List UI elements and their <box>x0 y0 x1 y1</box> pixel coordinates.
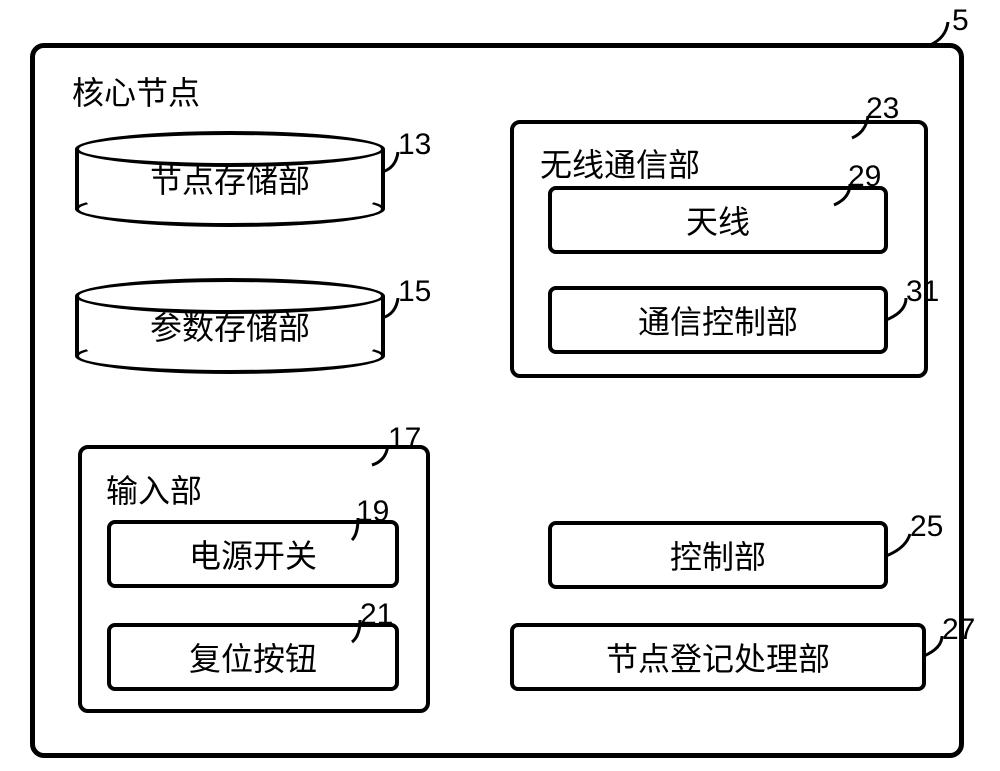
cylinder-node-storage-top <box>75 131 385 167</box>
ref-num-19: 19 <box>356 495 389 529</box>
ref-num-23: 23 <box>866 92 899 126</box>
rect-comm-ctrl: 通信控制部 <box>548 286 888 354</box>
ref-num-15: 15 <box>398 275 431 309</box>
rect-reset-button-label: 复位按钮 <box>189 634 317 680</box>
ref-num-5: 5 <box>952 4 969 38</box>
ref-num-25: 25 <box>910 510 943 544</box>
ref-num-29: 29 <box>848 160 881 194</box>
cylinder-param-storage-bottom <box>75 338 385 374</box>
cylinder-param-storage-top <box>75 278 385 314</box>
rect-control-unit-label: 控制部 <box>670 532 766 578</box>
group-input-title: 输入部 <box>106 466 202 512</box>
outer-title: 核心节点 <box>72 68 200 114</box>
rect-node-reg-unit-label: 节点登记处理部 <box>606 634 830 680</box>
rect-node-reg-unit: 节点登记处理部 <box>510 623 926 691</box>
leader-5 <box>930 22 948 45</box>
ref-num-27: 27 <box>942 613 975 647</box>
rect-comm-ctrl-label: 通信控制部 <box>638 297 798 343</box>
group-wireless-title: 无线通信部 <box>540 140 700 186</box>
rect-control-unit: 控制部 <box>548 521 888 589</box>
ref-num-21: 21 <box>360 598 393 632</box>
rect-antenna: 天线 <box>548 186 888 254</box>
rect-power-switch: 电源开关 <box>107 520 399 588</box>
ref-num-17: 17 <box>388 422 421 456</box>
rect-reset-button: 复位按钮 <box>107 623 399 691</box>
ref-num-13: 13 <box>398 128 431 162</box>
rect-antenna-label: 天线 <box>686 197 750 243</box>
rect-power-switch-label: 电源开关 <box>189 531 317 577</box>
ref-num-31: 31 <box>906 275 939 309</box>
cylinder-node-storage-bottom <box>75 191 385 227</box>
